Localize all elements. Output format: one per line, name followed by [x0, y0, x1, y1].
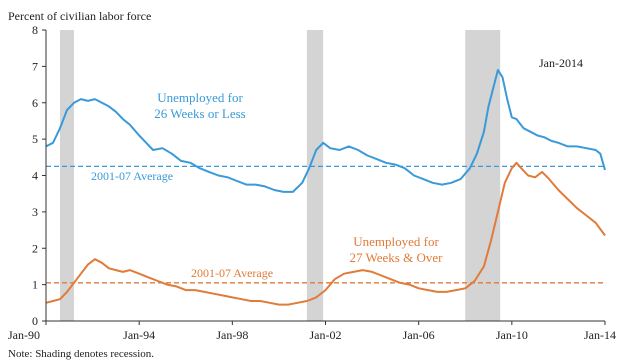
x-tick-label: Jan-02 — [310, 328, 342, 342]
series-label-short-term-line1: Unemployed for — [157, 90, 243, 105]
recession-band — [465, 30, 501, 321]
series-label-long-term-line1: Unemployed for — [353, 234, 439, 249]
x-tick-labels: Jan-90 Jan-94 Jan-98 Jan-02 Jan-06 Jan-10 Jan-… — [8, 321, 616, 342]
recession-band — [59, 30, 74, 321]
x-tick-label: Jan-90 — [8, 328, 40, 342]
y-axis-label: Percent of civilian labor force — [8, 9, 151, 23]
y-tick-label: 6 — [32, 96, 38, 110]
y-tick-label: 3 — [32, 205, 38, 219]
y-tick-label: 7 — [32, 59, 38, 73]
reference-lines — [46, 165, 605, 284]
series-lines — [45, 69, 606, 306]
x-tick-label: Jan-14 — [584, 328, 616, 342]
x-tick-label: Jan-94 — [123, 328, 155, 342]
series-label-long-term-line2: 27 Weeks & Over — [350, 250, 444, 265]
date-stamp: Jan-2014 — [539, 56, 583, 70]
recession-band — [306, 30, 324, 321]
reference-label-short-term: 2001-07 Average — [91, 169, 173, 183]
reference-label-long-term: 2001-07 Average — [191, 266, 273, 280]
y-tick-label: 2 — [32, 241, 38, 255]
y-tick-label: 5 — [32, 132, 38, 146]
y-tick-label: 4 — [32, 169, 38, 183]
recession-bands — [59, 30, 501, 321]
series-line-short-term — [45, 69, 606, 193]
y-tick-label: 8 — [32, 23, 38, 37]
y-tick-labels: 0 1 2 3 4 5 6 7 8 — [32, 23, 46, 328]
x-tick-label: Jan-10 — [496, 328, 528, 342]
chart-note: Note: Shading denotes recession. — [8, 348, 154, 360]
y-tick-label: 1 — [32, 278, 38, 292]
x-tick-label: Jan-98 — [216, 328, 248, 342]
series-line-long-term — [45, 161, 606, 306]
x-tick-label: Jan-06 — [403, 328, 435, 342]
y-tick-label: 0 — [32, 314, 38, 328]
series-label-short-term-line2: 26 Weeks or Less — [154, 106, 246, 121]
